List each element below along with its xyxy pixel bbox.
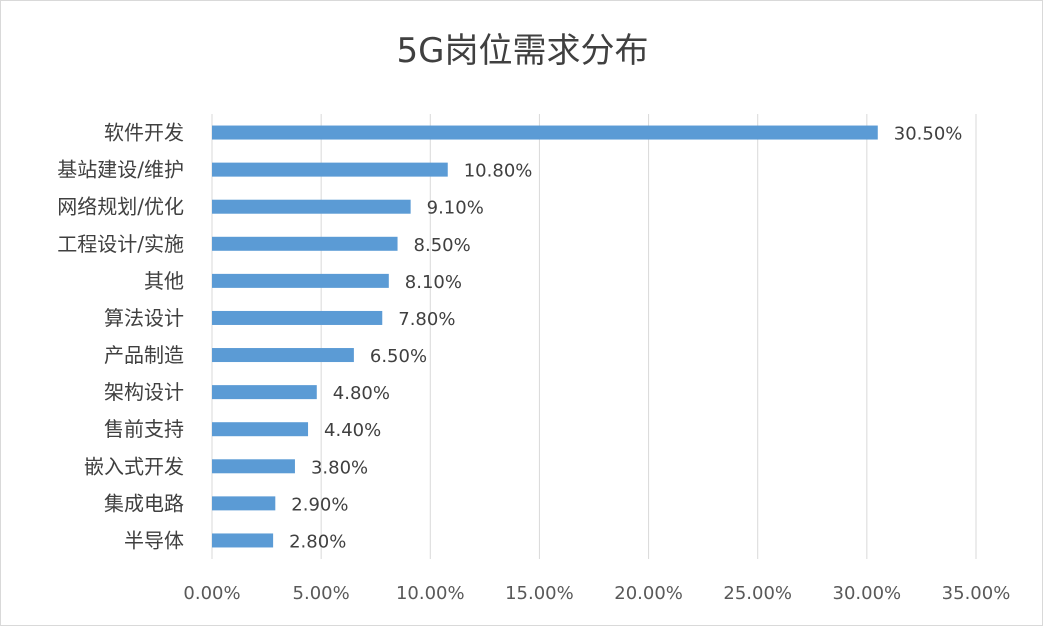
bar [212, 162, 448, 177]
x-tick-label: 25.00% [723, 583, 792, 604]
x-tick-label: 0.00% [183, 583, 240, 604]
x-tick-label: 35.00% [942, 583, 1011, 604]
bar [212, 496, 276, 511]
bar [212, 236, 398, 251]
category-label: 工程设计/实施 [57, 232, 184, 256]
x-tick-label: 5.00% [293, 583, 350, 604]
data-label: 2.90% [291, 494, 348, 515]
chart-title: 5G岗位需求分布 [396, 31, 649, 71]
bar [212, 125, 878, 140]
data-label: 6.50% [370, 346, 427, 367]
category-label: 软件开发 [104, 121, 184, 145]
bar [212, 199, 411, 214]
data-label: 4.80% [333, 383, 390, 404]
x-tick-label: 20.00% [614, 583, 683, 604]
category-label: 售前支持 [104, 417, 184, 441]
x-tick-label: 30.00% [833, 583, 902, 604]
category-label: 嵌入式开发 [84, 454, 184, 478]
category-label: 基站建设/维护 [57, 158, 184, 182]
bar [212, 273, 389, 288]
category-label: 架构设计 [104, 380, 184, 404]
data-label: 7.80% [398, 309, 455, 330]
data-label: 8.10% [405, 272, 462, 293]
bar [212, 422, 309, 437]
data-label: 3.80% [311, 457, 368, 478]
x-tick-label: 10.00% [396, 583, 465, 604]
data-label: 10.80% [464, 161, 533, 182]
category-label: 网络规划/优化 [57, 195, 184, 219]
data-label: 4.40% [324, 420, 381, 441]
category-label: 集成电路 [104, 491, 184, 515]
bar [212, 310, 383, 325]
bar [212, 533, 274, 548]
category-label: 算法设计 [104, 306, 184, 330]
bar [212, 459, 295, 474]
data-label: 2.80% [289, 531, 346, 552]
category-label: 产品制造 [104, 343, 184, 367]
category-label: 半导体 [124, 528, 184, 552]
data-label: 30.50% [894, 124, 963, 145]
x-tick-label: 15.00% [505, 583, 574, 604]
data-label: 9.10% [427, 198, 484, 219]
bar [212, 385, 317, 400]
category-label: 其他 [144, 269, 184, 293]
bar [212, 348, 354, 363]
data-label: 8.50% [414, 235, 471, 256]
